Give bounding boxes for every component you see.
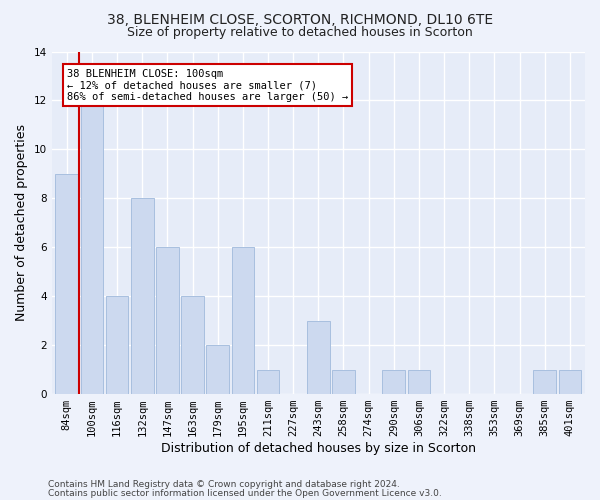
Bar [232,248,254,394]
Text: Contains HM Land Registry data © Crown copyright and database right 2024.: Contains HM Land Registry data © Crown c… [48,480,400,489]
Text: 38 BLENHEIM CLOSE: 100sqm
← 12% of detached houses are smaller (7)
86% of semi-d: 38 BLENHEIM CLOSE: 100sqm ← 12% of detac… [67,68,348,102]
Bar [55,174,78,394]
Bar [533,370,556,394]
Bar [332,370,355,394]
Text: Contains public sector information licensed under the Open Government Licence v3: Contains public sector information licen… [48,488,442,498]
Bar [559,370,581,394]
Text: Size of property relative to detached houses in Scorton: Size of property relative to detached ho… [127,26,473,39]
Bar [307,320,329,394]
Bar [206,345,229,394]
Bar [80,100,103,394]
Bar [131,198,154,394]
Bar [181,296,204,394]
Bar [106,296,128,394]
Bar [382,370,405,394]
Y-axis label: Number of detached properties: Number of detached properties [15,124,28,322]
Bar [257,370,280,394]
Bar [407,370,430,394]
Bar [156,248,179,394]
Text: 38, BLENHEIM CLOSE, SCORTON, RICHMOND, DL10 6TE: 38, BLENHEIM CLOSE, SCORTON, RICHMOND, D… [107,12,493,26]
X-axis label: Distribution of detached houses by size in Scorton: Distribution of detached houses by size … [161,442,476,455]
